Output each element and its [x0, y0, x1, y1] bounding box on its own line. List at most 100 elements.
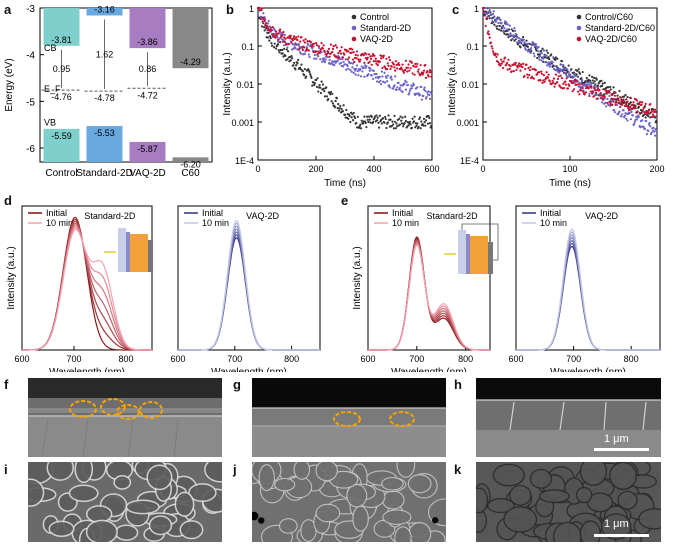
legend-label: Initial	[392, 208, 413, 218]
vb-bar	[43, 128, 80, 162]
plot-frame-a	[39, 7, 213, 163]
data-point	[277, 49, 280, 52]
data-point	[309, 72, 312, 76]
data-point	[280, 31, 283, 34]
device-inset	[444, 223, 499, 274]
data-point	[541, 81, 544, 84]
data-point	[415, 65, 418, 68]
data-point	[369, 67, 372, 70]
data-point	[425, 95, 428, 99]
x-tick-label: 200	[649, 164, 664, 174]
data-point	[342, 104, 345, 107]
data-point	[499, 58, 503, 61]
inset-electrode	[148, 240, 153, 272]
data-point	[567, 71, 570, 74]
data-point	[429, 126, 432, 129]
inset-layer	[466, 234, 470, 274]
data-point	[538, 55, 541, 58]
sem-grain	[381, 490, 405, 510]
data-point	[361, 122, 365, 125]
data-point	[311, 44, 314, 47]
data-point	[340, 46, 343, 49]
data-point	[347, 56, 351, 59]
data-point	[292, 64, 295, 67]
sem-grain	[492, 463, 526, 487]
data-point	[545, 49, 548, 52]
data-point	[489, 17, 493, 20]
data-point	[504, 23, 507, 26]
data-point	[263, 29, 266, 32]
data-point	[416, 70, 420, 73]
data-point	[496, 24, 499, 28]
data-point	[325, 95, 329, 98]
data-point	[426, 69, 429, 73]
data-point	[313, 82, 316, 85]
sem-grain	[113, 475, 132, 490]
data-point	[506, 33, 509, 36]
scale-bar-label-h: 1 μm	[604, 433, 629, 445]
vb-value-label: -5.59	[51, 131, 72, 141]
data-point	[524, 47, 527, 50]
data-point	[341, 58, 344, 61]
data-point	[577, 68, 580, 71]
data-point	[349, 120, 352, 124]
data-point	[494, 20, 497, 23]
data-point	[266, 22, 270, 25]
data-point	[628, 111, 631, 115]
data-point	[542, 79, 545, 82]
data-point	[483, 14, 487, 17]
data-point	[420, 85, 423, 88]
data-point	[363, 61, 366, 64]
plot-frame	[515, 205, 661, 351]
data-point	[540, 72, 543, 75]
data-point	[503, 32, 506, 35]
data-point	[353, 67, 356, 70]
data-point	[329, 93, 332, 96]
data-point	[542, 49, 545, 52]
data-point	[601, 84, 604, 87]
data-point	[359, 123, 362, 126]
data-point	[655, 119, 658, 123]
data-point	[487, 30, 490, 33]
data-point	[280, 48, 284, 52]
data-point	[285, 43, 288, 46]
data-point	[378, 114, 381, 117]
data-point	[297, 35, 300, 38]
data-point	[323, 57, 326, 60]
data-point	[394, 69, 397, 72]
y-tick-label: 0.01	[236, 80, 254, 90]
data-point	[404, 88, 407, 91]
data-point	[519, 69, 522, 72]
data-point	[360, 65, 363, 68]
x-axis-label: Wavelength (nm)	[550, 367, 626, 372]
sem-grain	[125, 499, 160, 515]
data-point	[430, 92, 433, 95]
data-point	[294, 68, 297, 71]
data-point	[328, 55, 331, 58]
data-point	[534, 42, 537, 46]
data-point	[622, 108, 625, 112]
data-point	[590, 86, 593, 89]
data-point	[607, 91, 610, 94]
data-point	[499, 64, 502, 67]
data-point	[607, 86, 610, 89]
data-point	[613, 94, 616, 97]
data-point	[301, 45, 304, 49]
data-point	[369, 121, 372, 124]
legend-label: 10 min	[46, 218, 73, 228]
data-point	[387, 114, 390, 117]
data-point	[629, 105, 632, 109]
data-point	[353, 116, 357, 120]
series-Standard-2D	[256, 6, 433, 101]
data-point	[553, 64, 556, 68]
data-point	[491, 13, 495, 16]
data-point	[533, 55, 536, 58]
data-point	[260, 15, 263, 19]
data-point	[300, 36, 303, 39]
data-point	[539, 79, 542, 82]
data-point	[530, 44, 533, 47]
data-point	[380, 57, 383, 60]
data-point	[566, 75, 570, 78]
data-point	[501, 25, 504, 28]
data-point	[594, 83, 597, 86]
